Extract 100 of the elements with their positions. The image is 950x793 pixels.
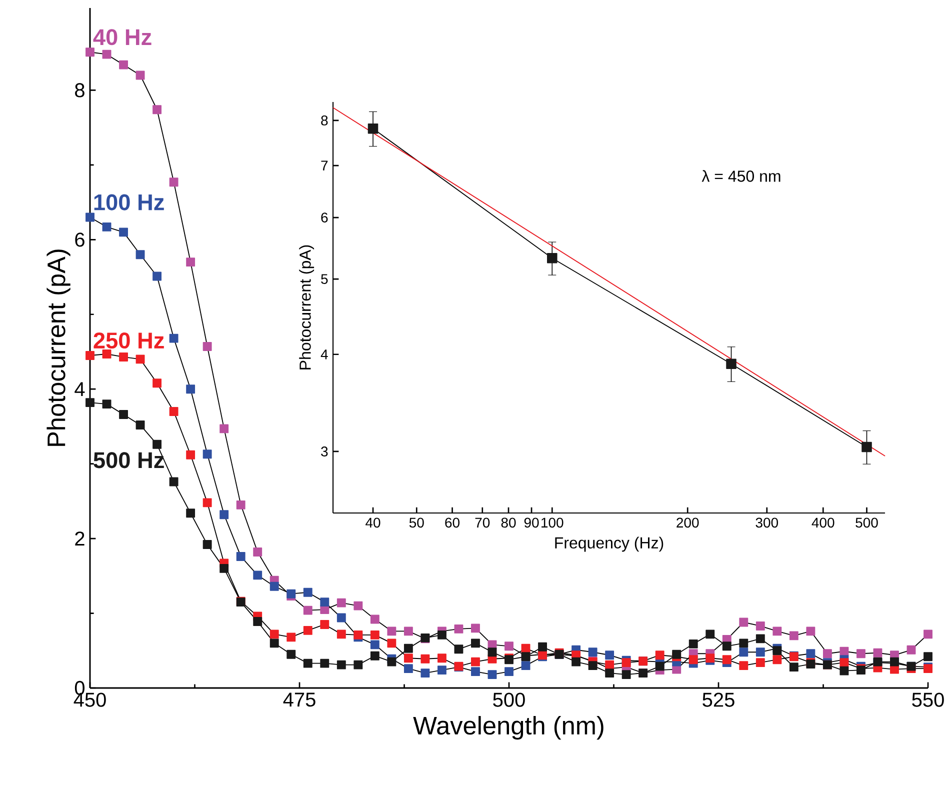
point: [202, 342, 212, 351]
point: [387, 626, 396, 636]
point: [756, 634, 765, 644]
point: [186, 384, 196, 394]
point: [605, 668, 614, 678]
point: [655, 650, 664, 660]
point: [739, 648, 748, 657]
point: [270, 630, 279, 639]
point: [202, 498, 212, 508]
x-tick-label: 300: [756, 518, 778, 528]
point: [169, 334, 178, 343]
point: [320, 658, 330, 668]
point: [336, 630, 346, 639]
y-axis-title: Photocurrent (pA): [299, 245, 314, 370]
point: [706, 630, 715, 639]
point: [739, 661, 748, 670]
point: [471, 667, 480, 676]
point: [270, 638, 279, 648]
point: [86, 212, 94, 222]
point: [186, 258, 196, 267]
point: [336, 598, 346, 608]
point: [102, 50, 112, 59]
point: [119, 228, 128, 237]
point: [202, 540, 212, 549]
point: [286, 650, 296, 659]
point: [622, 670, 631, 680]
series-label: 500 Hz: [94, 452, 164, 468]
point: [270, 582, 279, 591]
x-tick-label: 200: [676, 518, 699, 528]
x-tick-label: 80: [501, 518, 516, 528]
point: [404, 644, 413, 653]
y-tick-label: 4: [74, 382, 85, 396]
point: [688, 639, 698, 648]
point: [655, 662, 664, 671]
point: [303, 658, 312, 668]
point: [136, 250, 145, 260]
point: [454, 644, 464, 654]
point: [136, 70, 145, 80]
point: [806, 649, 816, 658]
point: [404, 626, 413, 636]
series-label: 40 Hz: [93, 29, 152, 46]
point: [320, 620, 330, 629]
point: [420, 654, 430, 664]
annotation: λ = 450 nm: [702, 170, 780, 182]
x-tick-label: 475: [283, 692, 316, 707]
point: [86, 351, 94, 360]
x-tick-label: 100: [542, 518, 564, 528]
point: [186, 450, 196, 460]
point: [152, 272, 162, 281]
point: [471, 657, 480, 666]
point: [370, 630, 380, 640]
point: [488, 670, 497, 680]
point: [404, 664, 413, 674]
x-tick-label: 500: [493, 692, 525, 707]
point: [924, 652, 932, 662]
point: [906, 645, 916, 654]
point: [119, 410, 128, 419]
x-axis-title: Frequency (Hz): [555, 536, 664, 552]
x-tick-label: 500: [856, 518, 878, 528]
point: [622, 658, 631, 668]
point: [370, 614, 380, 624]
point: [303, 626, 312, 635]
point: [119, 352, 128, 362]
point: [840, 666, 849, 676]
x-tick-label: 40: [366, 518, 380, 528]
point: [772, 646, 782, 656]
point: [471, 638, 480, 648]
point: [253, 570, 262, 580]
point: [722, 642, 732, 651]
point: [488, 648, 497, 657]
point: [236, 552, 246, 561]
point: [303, 588, 312, 597]
point: [772, 655, 782, 664]
point: [169, 477, 178, 486]
point: [504, 642, 514, 651]
point: [387, 638, 396, 648]
point: [739, 638, 748, 648]
x-tick-label: 90: [524, 518, 539, 528]
x-axis-title: Wavelength (nm): [413, 716, 604, 740]
y-tick-label: 8: [75, 83, 84, 98]
point: [521, 661, 530, 670]
x-tick-label: 60: [445, 518, 460, 528]
y-tick-label: 2: [75, 532, 84, 546]
x-tick-label: 400: [812, 518, 834, 528]
point: [169, 407, 178, 416]
point: [756, 648, 765, 657]
point: [303, 606, 312, 615]
y-tick-label: 6: [75, 232, 84, 247]
point: [822, 649, 832, 658]
point: [387, 657, 396, 666]
point: [220, 510, 229, 520]
series-label: 250 Hz: [94, 332, 164, 349]
x-tick-label: 70: [475, 518, 490, 528]
y-tick-label: 6: [321, 212, 328, 223]
point: [404, 654, 413, 663]
point: [320, 598, 330, 607]
point: [605, 650, 614, 660]
point: [504, 667, 514, 676]
point: [220, 564, 229, 573]
point: [806, 626, 816, 636]
